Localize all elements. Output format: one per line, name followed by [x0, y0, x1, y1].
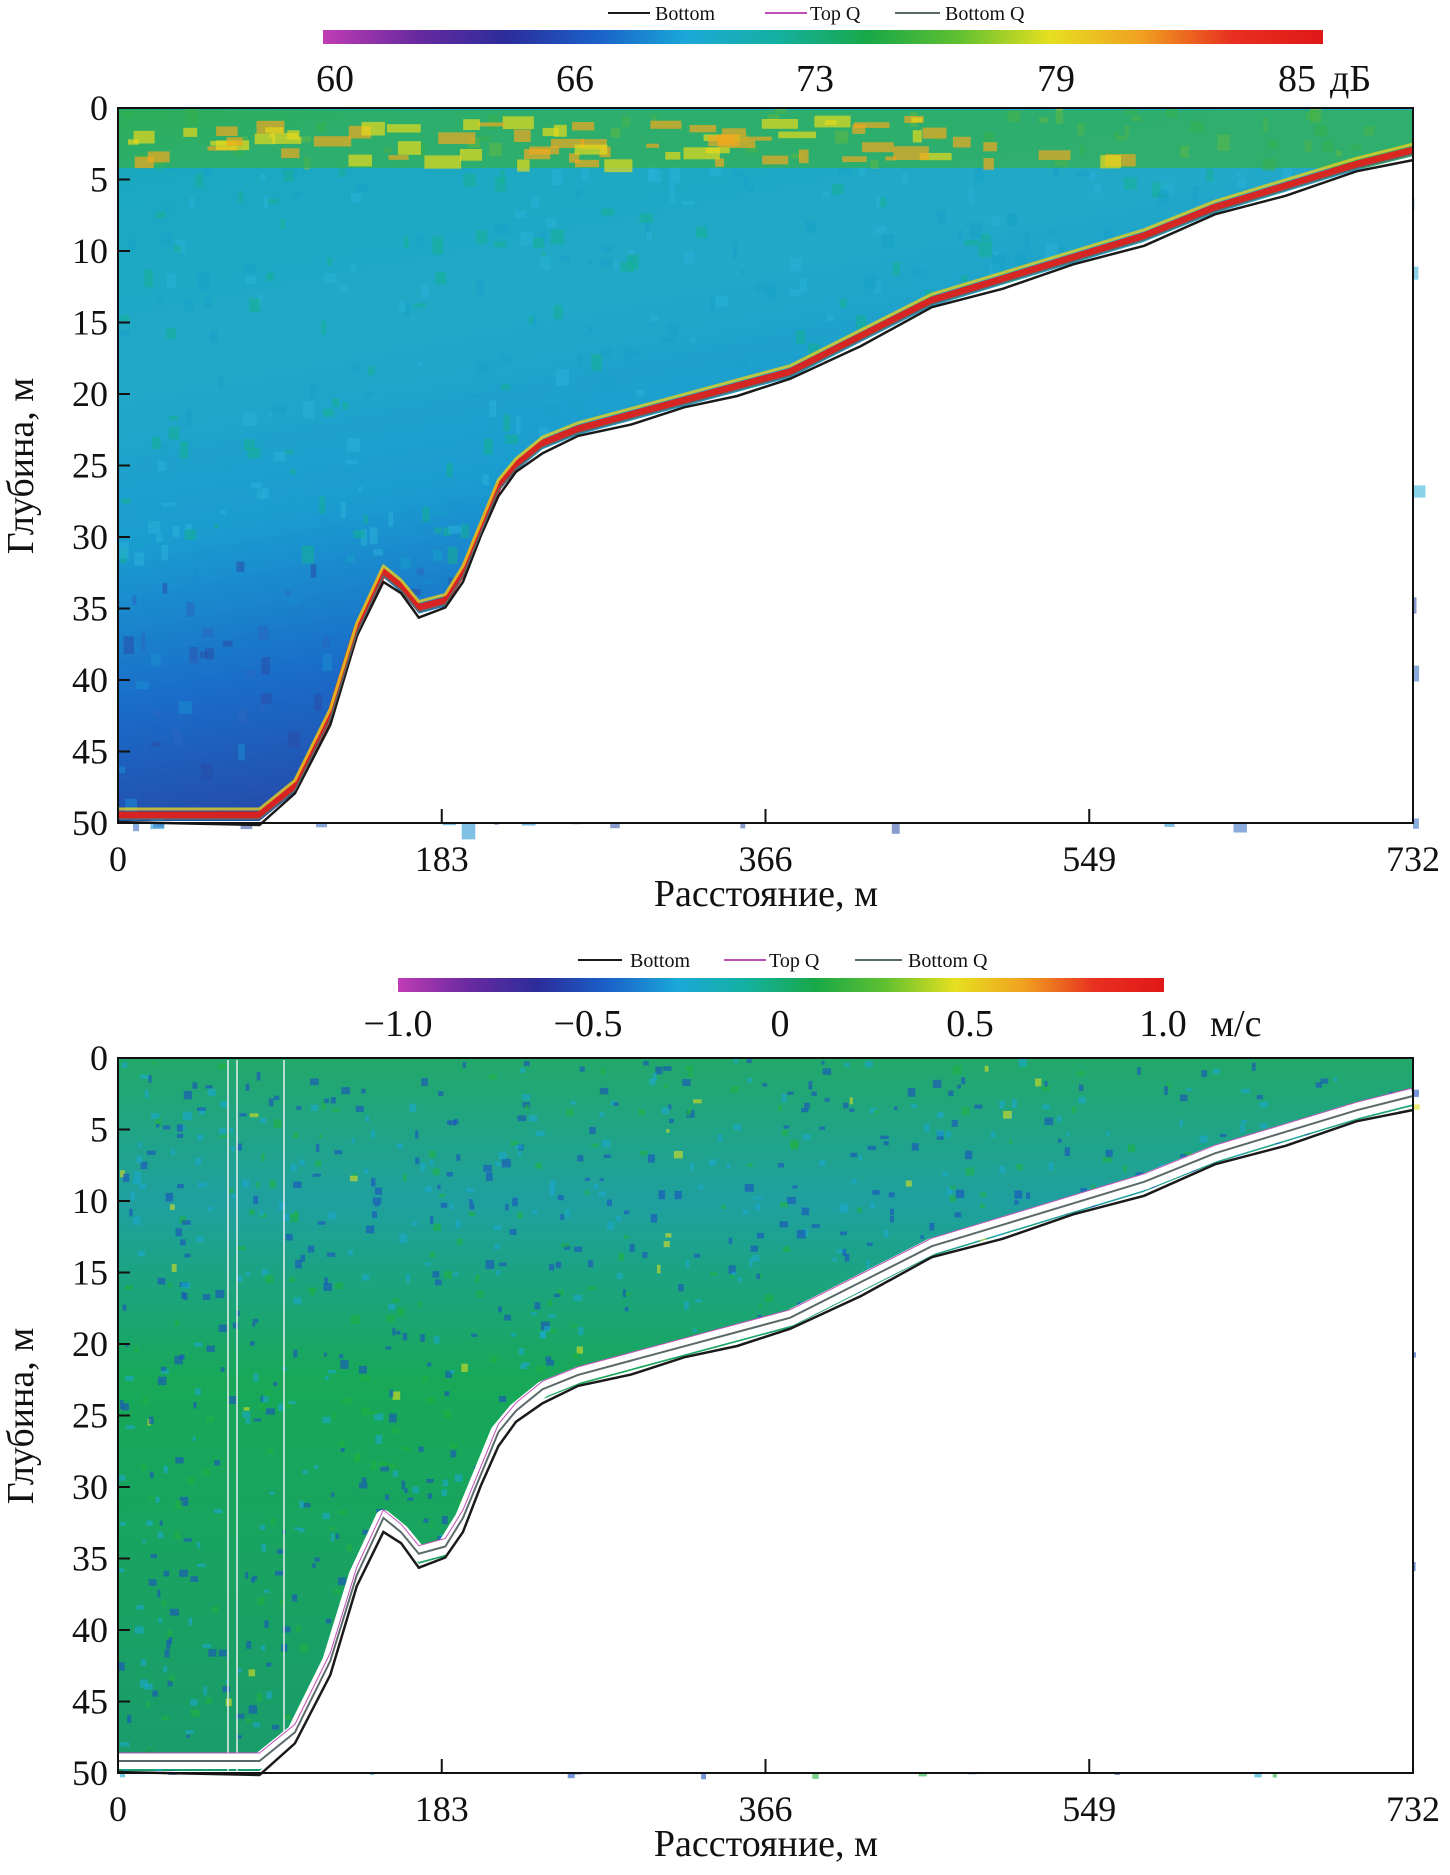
velocity-panel: Bottom Top Q Bottom Q −1.0 −0.5 0 0.5 1.… — [0, 950, 1440, 1865]
colorbar-ticks: −1.0 −0.5 0 0.5 1.0 — [364, 1003, 1187, 1045]
colorbar-tick: 0 — [771, 1003, 790, 1045]
y-axis: 0 5 10 15 20 25 30 35 40 45 50 — [72, 1038, 130, 1793]
colorbar-ticks: 60 66 73 79 85 — [316, 58, 1316, 100]
x-axis-title: Расстояние, м — [654, 1823, 878, 1865]
y-tick-label: 10 — [72, 1181, 108, 1221]
below-bottom-mask — [118, 156, 1413, 824]
x-tick-label: 366 — [739, 1789, 793, 1829]
legend-top-q-label: Top Q — [810, 3, 861, 25]
y-tick-label: 15 — [72, 1253, 108, 1293]
colorbar — [398, 978, 1164, 992]
colorbar — [323, 30, 1323, 44]
y-tick-label: 5 — [90, 1110, 108, 1150]
heatmap-field — [117, 108, 1426, 840]
legend: Bottom Top Q Bottom Q — [608, 3, 1025, 25]
y-tick-label: 20 — [72, 1324, 108, 1364]
colorbar-tick: 85 — [1278, 58, 1316, 100]
y-tick-label: 30 — [72, 1467, 108, 1507]
series-bottom-q-line — [118, 1095, 1414, 1762]
y-tick-label: 15 — [72, 303, 108, 343]
bottom-echo-fringe — [118, 142, 1414, 811]
y-tick-label: 50 — [72, 803, 108, 843]
y-tick-label: 50 — [72, 1753, 108, 1793]
y-axis-title: Глубина, м — [0, 378, 42, 555]
series-bottom-q-line — [118, 153, 1414, 820]
below-bottom-mask — [118, 1106, 1413, 1773]
x-axis-title: Расстояние, м — [654, 873, 878, 915]
y-tick-label: 20 — [72, 374, 108, 414]
series-bottom-line — [117, 158, 1414, 827]
y-tick-label: 45 — [72, 732, 108, 772]
y-tick-label: 40 — [72, 660, 108, 700]
colorbar-tick: 73 — [796, 58, 834, 100]
legend-bottom-q-label: Bottom Q — [945, 3, 1025, 25]
x-tick-label: 0 — [109, 1789, 127, 1829]
backscatter-panel: Bottom Top Q Bottom Q 60 66 73 79 85 дБ … — [0, 3, 1440, 915]
colorbar-tick: 79 — [1037, 58, 1075, 100]
y-axis-title: Глубина, м — [0, 1328, 42, 1505]
x-tick-label: 549 — [1062, 839, 1116, 879]
y-tick-label: 0 — [90, 1038, 108, 1078]
y-tick-label: 45 — [72, 1682, 108, 1722]
x-tick-label: 366 — [739, 839, 793, 879]
y-tick-label: 5 — [90, 160, 108, 200]
colorbar-tick: 66 — [556, 58, 594, 100]
colorbar-tick: 0.5 — [946, 1003, 994, 1045]
colorbar-unit: м/с — [1210, 1003, 1261, 1045]
y-tick-label: 40 — [72, 1610, 108, 1650]
y-axis: 0 5 10 15 20 25 30 35 40 45 50 — [72, 88, 130, 843]
x-tick-label: 732 — [1386, 1789, 1440, 1829]
x-axis: 0 183 366 549 732 — [109, 809, 1440, 879]
series-top-q-line — [118, 1087, 1414, 1754]
x-tick-label: 732 — [1386, 839, 1440, 879]
y-tick-label: 25 — [72, 1396, 108, 1436]
y-tick-label: 30 — [72, 517, 108, 557]
x-axis: 0 183 366 549 732 — [109, 1759, 1440, 1829]
legend-bottom-label: Bottom — [655, 3, 715, 25]
y-tick-label: 0 — [90, 88, 108, 128]
legend-top-q-label: Top Q — [769, 950, 820, 972]
legend-bottom-q-label: Bottom Q — [908, 950, 988, 972]
x-tick-label: 183 — [415, 839, 469, 879]
colorbar-tick: −1.0 — [364, 1003, 433, 1045]
colorbar-tick: 1.0 — [1139, 1003, 1187, 1045]
legend: Bottom Top Q Bottom Q — [578, 950, 988, 972]
y-tick-label: 10 — [72, 231, 108, 271]
legend-bottom-label: Bottom — [630, 950, 690, 972]
colorbar-tick: 60 — [316, 58, 354, 100]
series-bottom-line — [117, 1108, 1414, 1777]
heatmap-field — [117, 1058, 1420, 1780]
x-tick-label: 549 — [1062, 1789, 1116, 1829]
bottom-echo-band — [118, 146, 1414, 819]
y-tick-label: 35 — [72, 589, 108, 629]
y-tick-label: 35 — [72, 1539, 108, 1579]
colorbar-unit: дБ — [1330, 58, 1371, 100]
x-tick-label: 0 — [109, 839, 127, 879]
x-tick-label: 183 — [415, 1789, 469, 1829]
colorbar-tick: −0.5 — [554, 1003, 623, 1045]
y-tick-label: 25 — [72, 446, 108, 486]
